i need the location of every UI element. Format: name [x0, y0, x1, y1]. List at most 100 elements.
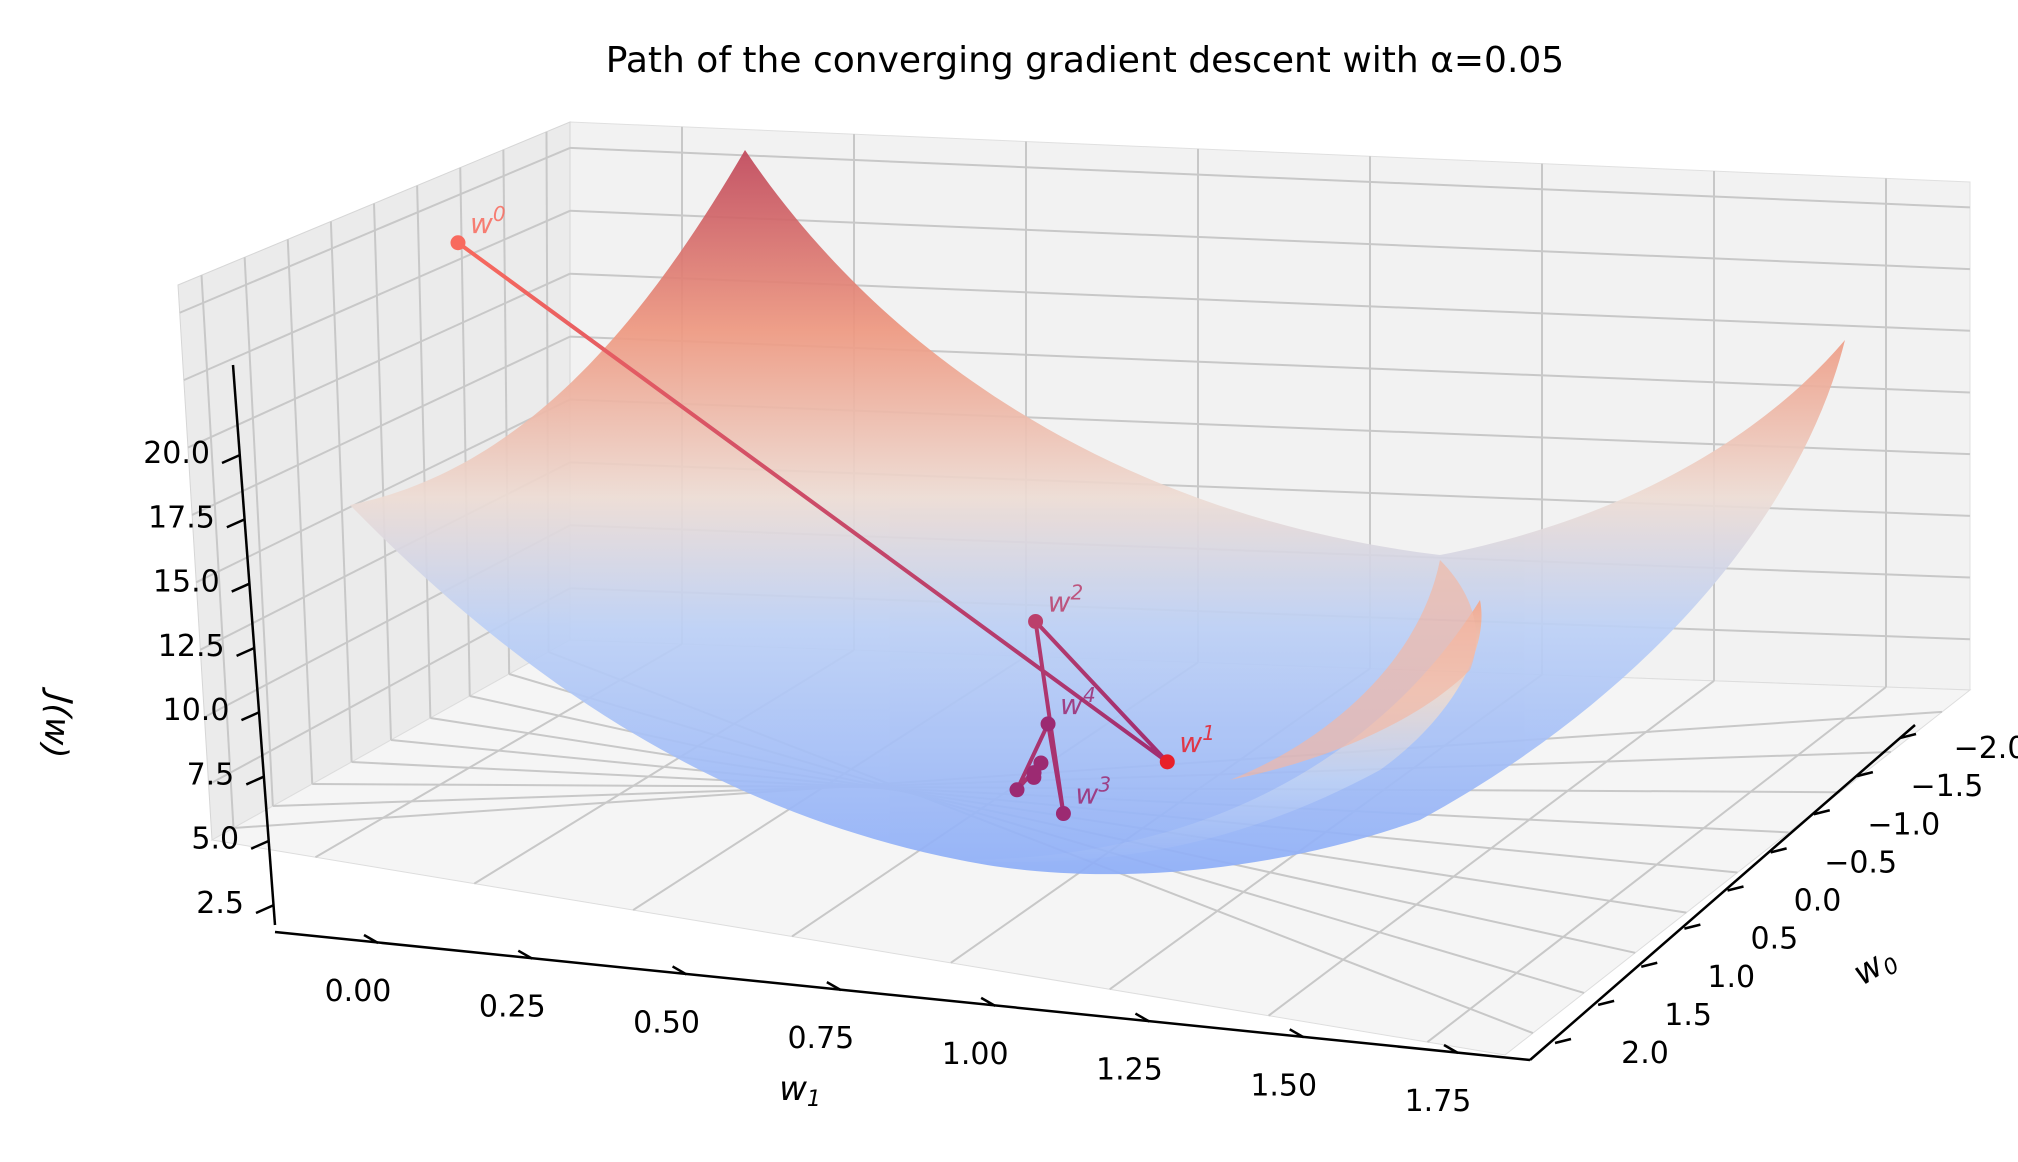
- w1-tick-label: 1.00: [942, 1037, 1009, 1072]
- path-point: [450, 235, 466, 251]
- z-tick-label: 10.0: [163, 693, 230, 728]
- z-tick-label: 2.5: [196, 886, 244, 921]
- z-tick-label: 5.0: [191, 822, 239, 857]
- grid-line-left: [329, 221, 353, 763]
- path-point-label-sup: 2: [1070, 580, 1083, 604]
- path-point-label-sup: 3: [1098, 773, 1111, 797]
- w1-axis-label: w1: [779, 1069, 821, 1112]
- ticks: 2.55.07.510.012.515.017.520.00.00 0.25 0.5…: [143, 436, 2018, 1119]
- w0-tick: [1899, 732, 1917, 740]
- path-point: [1026, 765, 1042, 781]
- z-tick: [245, 775, 265, 786]
- z-tick: [250, 839, 270, 850]
- path-point: [1009, 782, 1025, 798]
- grid-line-z-left: [195, 398, 571, 584]
- z-tick: [226, 518, 246, 529]
- w0-tick-label: 1.5: [1664, 998, 1712, 1033]
- grid-line-z-left: [191, 335, 571, 516]
- w0-tick-label: −0.5: [1824, 845, 1897, 880]
- grid-line-z-back: [569, 209, 1971, 271]
- z-tick: [240, 711, 260, 722]
- w1-tick: [517, 949, 533, 960]
- w1-tick-label: 0.75: [787, 1021, 854, 1056]
- w1-tick-label: 1.50: [1250, 1068, 1317, 1103]
- path-point: [1040, 716, 1056, 732]
- path-point-label-sup: 4: [1083, 683, 1096, 707]
- w1-tick-label: 1.25: [1096, 1053, 1163, 1088]
- grid-line-left: [286, 239, 314, 785]
- path-point: [1159, 754, 1175, 770]
- axes-spines: [231, 364, 1916, 1062]
- path-point-label: w2: [1048, 580, 1084, 618]
- w0-axis-label: w0: [1846, 938, 1904, 997]
- w1-tick: [1289, 1028, 1305, 1039]
- path-point-label-base: w: [1060, 688, 1083, 721]
- w1-tick-label: 0.25: [479, 990, 546, 1025]
- path-point-label-base: w: [1048, 585, 1071, 618]
- grid-line-left: [373, 203, 392, 741]
- w1-tick-label: 1.75: [1405, 1084, 1472, 1119]
- z-tick-label: 7.5: [187, 757, 235, 792]
- z-axis-line: [231, 364, 277, 926]
- w0-tick: [1684, 923, 1701, 930]
- path-point: [1028, 613, 1044, 629]
- w0-tick: [1856, 770, 1874, 778]
- path-point-label-base: w: [470, 207, 493, 240]
- path-point: [1055, 806, 1071, 822]
- z-tick: [221, 453, 241, 465]
- w1-axis-line: [274, 930, 1531, 1062]
- w1-axis-label-sub: 1: [807, 1087, 821, 1112]
- w0-axis-line: [1529, 724, 1916, 1061]
- grid-line-z-left: [187, 272, 571, 449]
- grid-line-z-left: [179, 146, 571, 314]
- w0-tick: [1597, 999, 1615, 1007]
- w0-tick-label: 0.0: [1794, 884, 1842, 919]
- path-point-label: w1: [1179, 721, 1215, 759]
- w1-tick-label: 0.00: [325, 974, 392, 1009]
- loss-surface: [350, 150, 1845, 875]
- path-point-label-base: w: [1075, 778, 1098, 811]
- grid-line-left: [243, 257, 274, 807]
- w0-tick: [1640, 961, 1658, 968]
- surface-front-ridge: [1230, 560, 1477, 780]
- w1-tick: [671, 965, 688, 976]
- w1-axis-label-base: w: [779, 1069, 807, 1109]
- w0-tick: [1813, 809, 1831, 816]
- w0-tick-label: 2.0: [1621, 1036, 1669, 1071]
- path-point-label: w3: [1075, 773, 1111, 811]
- path-point-label-base: w: [1179, 726, 1202, 759]
- grid-line-z-back: [569, 146, 1971, 209]
- surface-back: [350, 150, 1845, 875]
- path-point-label: w0: [470, 202, 506, 240]
- w0-tick: [1554, 1037, 1572, 1045]
- w0-tick-label: 0.5: [1751, 922, 1799, 957]
- z-tick: [255, 903, 275, 915]
- z-tick: [236, 646, 256, 657]
- path-point-label-sup: 1: [1202, 721, 1215, 745]
- w0-tick-label: 1.0: [1707, 960, 1755, 995]
- w0-tick-label: −1.0: [1867, 807, 1940, 842]
- w1-tick: [1134, 1012, 1151, 1023]
- grid-line-left: [200, 275, 235, 829]
- path-point-label: w4: [1060, 683, 1096, 721]
- w0-tick-label: −1.5: [1910, 769, 1983, 804]
- grid-line-z-left: [183, 209, 571, 382]
- z-tick-label: 20.0: [143, 436, 210, 471]
- w1-tick: [826, 981, 842, 992]
- w0-tick: [1770, 847, 1787, 854]
- w1-tick: [363, 933, 379, 945]
- z-tick-label: 15.0: [153, 565, 220, 600]
- path-point-label-sup: 0: [493, 202, 506, 226]
- w0-tick-label: −2.0: [1954, 731, 2018, 766]
- z-tick-label: 17.5: [148, 500, 215, 535]
- w1-tick: [1443, 1043, 1459, 1055]
- w1-tick-label: 0.50: [633, 1005, 700, 1040]
- grid-line-left: [416, 185, 432, 719]
- z-axis-label: J(w): [34, 686, 80, 760]
- chart-title: Path of the converging gradient descent …: [606, 40, 1564, 81]
- w0-tick: [1727, 885, 1744, 892]
- z-tick: [231, 582, 251, 593]
- z-tick-label: 12.5: [158, 629, 225, 664]
